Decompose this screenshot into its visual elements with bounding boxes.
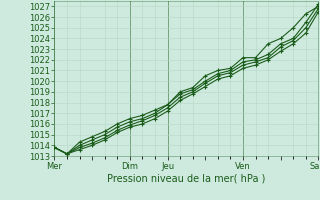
X-axis label: Pression niveau de la mer( hPa ): Pression niveau de la mer( hPa )	[107, 173, 266, 183]
